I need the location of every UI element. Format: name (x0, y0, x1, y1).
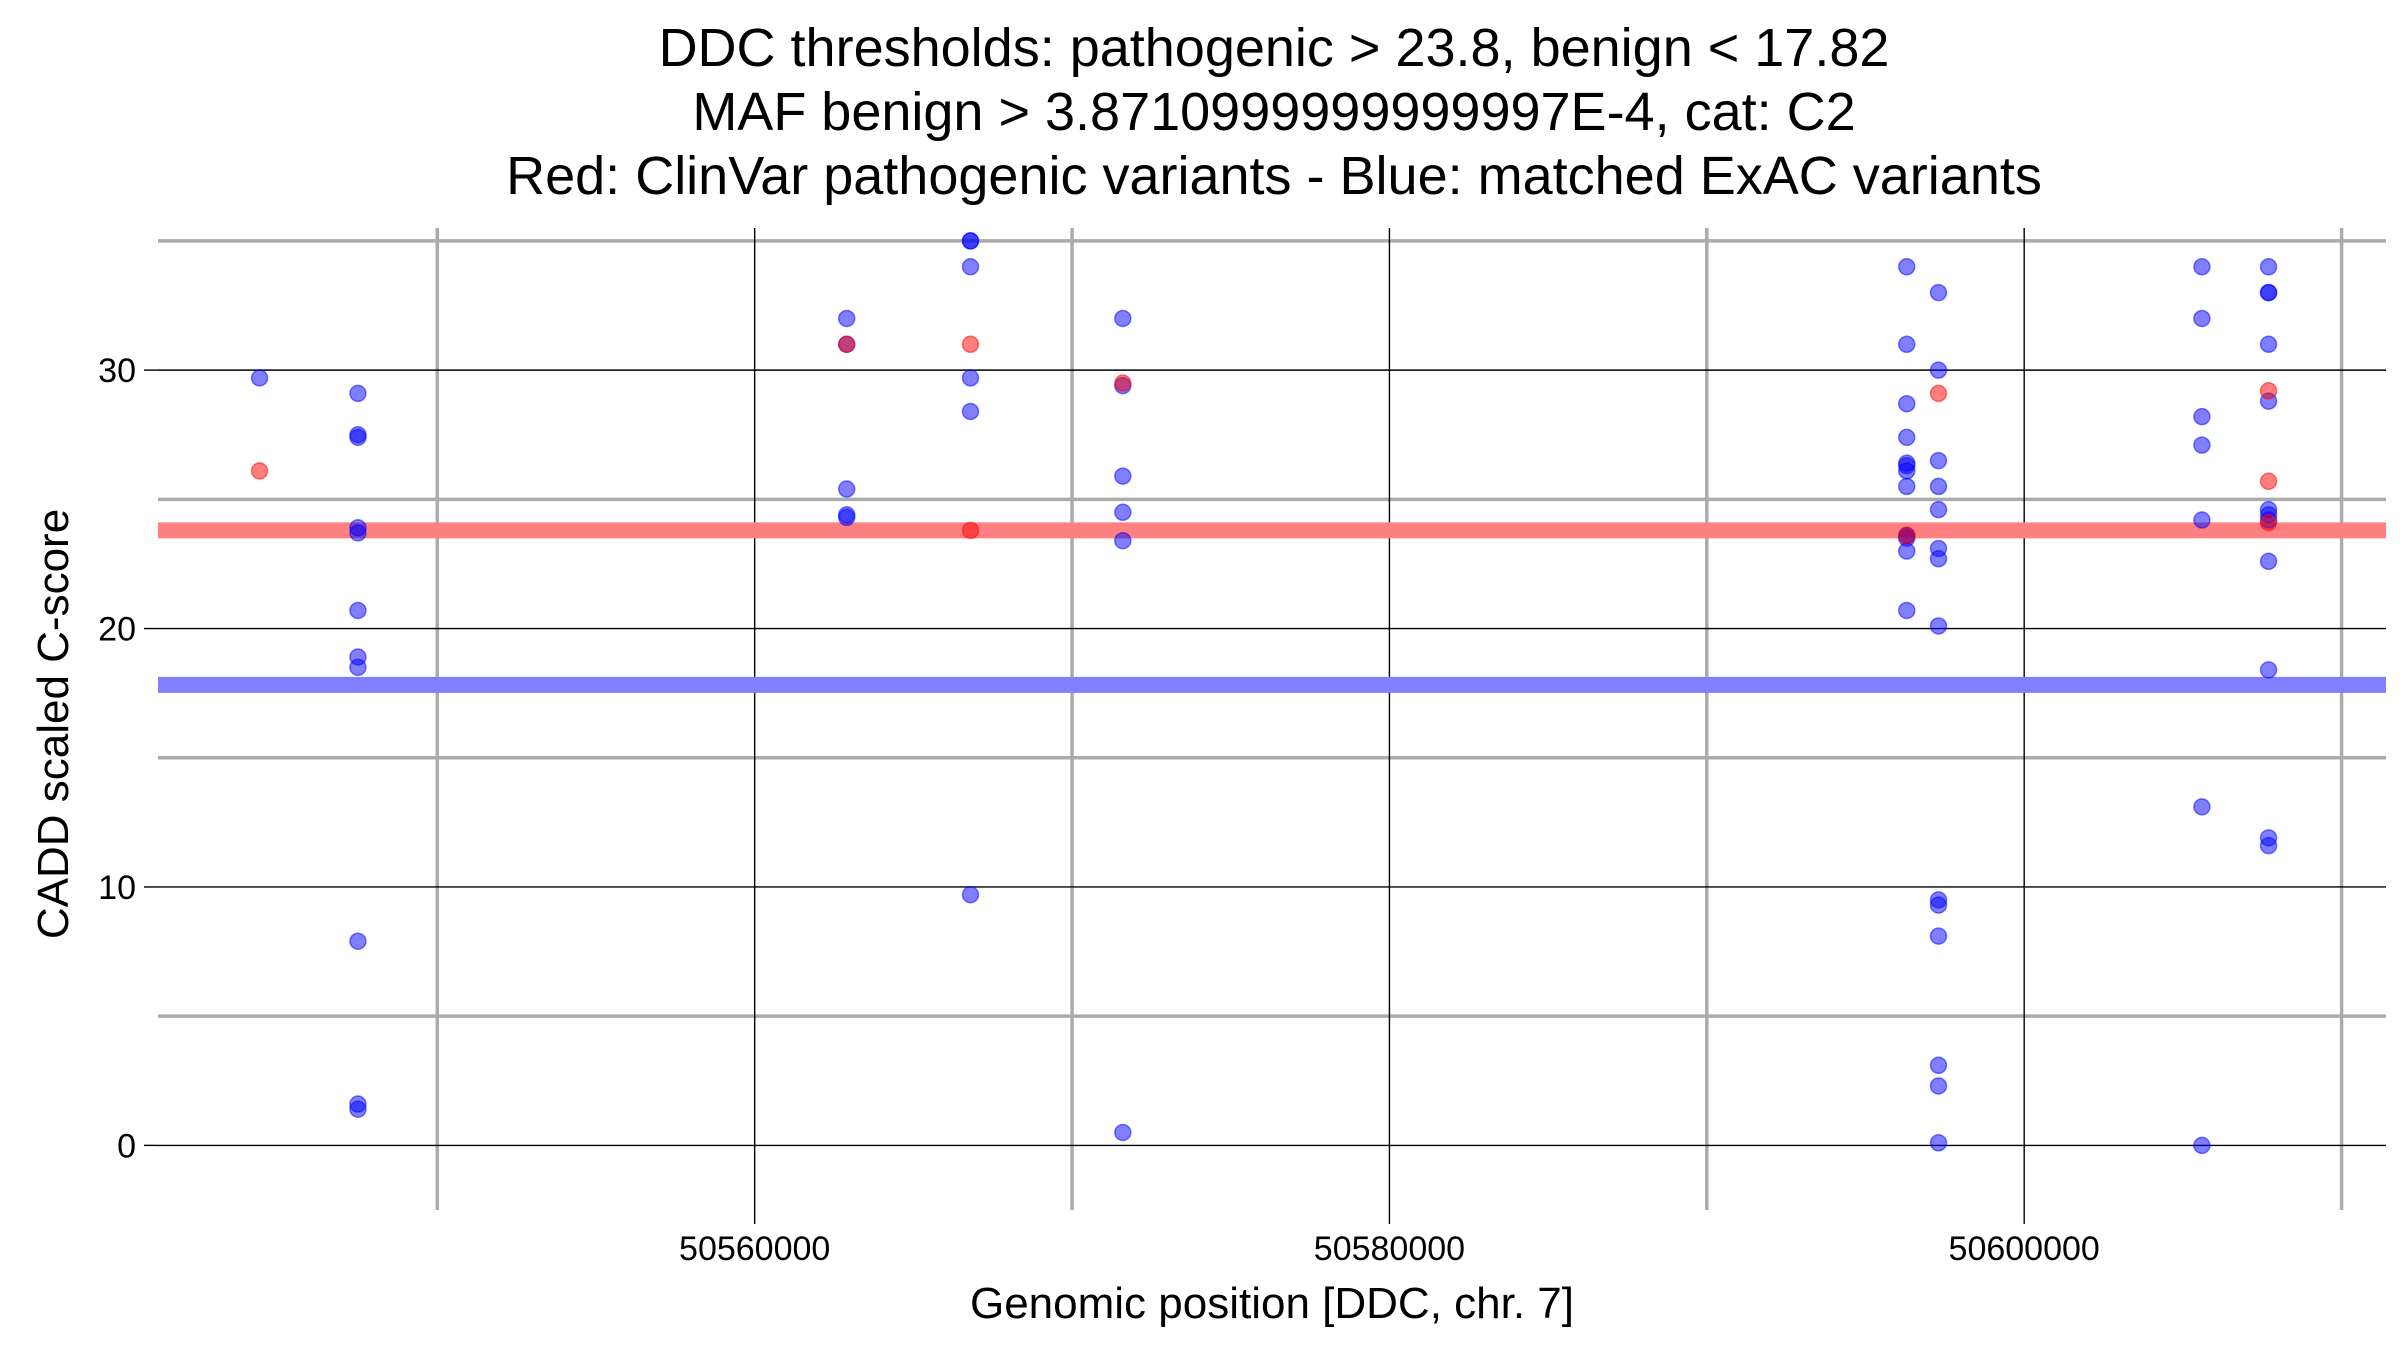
clinvar-variant-point (2259, 472, 2278, 491)
clinvar-variant-point (1898, 526, 1916, 545)
exac-variant-point (1114, 1123, 1132, 1142)
y-tick-label: 10 (98, 869, 136, 907)
exac-variant-point (961, 885, 980, 904)
clinvar-variant-point (961, 335, 980, 354)
exac-variant-point (1898, 477, 1916, 496)
threshold-lines (158, 522, 2386, 693)
exac-variant-point (1929, 500, 1948, 519)
exac-variant-point (1929, 361, 1948, 379)
exac-variant-point (1929, 451, 1948, 470)
exac-variant-point (2193, 798, 2211, 816)
exac-variant-point (2259, 283, 2278, 302)
exac-variant-point (837, 309, 856, 328)
clinvar-variant-point (1114, 374, 1132, 392)
exac-variant-point (837, 508, 856, 527)
x-axis-title: Genomic position [DDC, chr. 7] (970, 1279, 1574, 1328)
exac-variant-point (1898, 258, 1916, 276)
chart-title-line-1: DDC thresholds: pathogenic > 23.8, benig… (659, 18, 1890, 78)
y-axis-title: CADD scaled C-score (29, 509, 78, 939)
exac-variant-point (2193, 407, 2211, 426)
x-tick-label: 50580000 (1314, 1230, 1465, 1268)
clinvar-variant-point (961, 521, 980, 540)
exac-variant-point (349, 428, 367, 447)
exac-variant-point (1898, 428, 1916, 447)
exac-variant-point (1898, 394, 1916, 413)
clinvar-variant-point (1929, 384, 1948, 403)
exac-variant-point (2193, 1136, 2211, 1155)
exac-variant-point (1898, 335, 1916, 354)
exac-variant-point (961, 369, 980, 387)
exac-variant-point (1929, 550, 1948, 568)
exac-variant-point (1898, 462, 1916, 480)
y-tick-label: 0 (117, 1127, 136, 1165)
exac-variant-point (1929, 1056, 1948, 1075)
minor-gridlines (158, 228, 2386, 1210)
exac-variant-point (2259, 335, 2278, 354)
x-axis-ticks: 50560000 50580000 50600000 (679, 1210, 2100, 1268)
exac-variant-point (2193, 511, 2211, 529)
exac-variant-point (349, 384, 367, 403)
exac-variant-point (349, 658, 367, 677)
exac-variant-point (1929, 927, 1948, 945)
exac-variant-point (961, 232, 980, 250)
exac-variant-point (1929, 1134, 1948, 1152)
exac-variant-point (961, 258, 980, 276)
exac-variant-point (1929, 1077, 1948, 1095)
chart-title: DDC thresholds: pathogenic > 23.8, benig… (506, 18, 2042, 206)
exac-variant-point (2193, 258, 2211, 276)
exac-variant-point (1114, 531, 1132, 550)
exac-variant-point (1929, 617, 1948, 635)
y-tick-label: 20 (98, 611, 136, 649)
exac-variant-point (961, 402, 980, 421)
exac-variant-point (1929, 283, 1948, 302)
exac-variant-point (2259, 258, 2278, 276)
exac-variant-point (1114, 309, 1132, 328)
exac-variant-point (349, 524, 367, 542)
clinvar-variant-point (2259, 382, 2278, 400)
data-points (250, 232, 2278, 1155)
clinvar-variant-point (250, 462, 269, 480)
exac-variant-point (349, 932, 367, 950)
exac-variant-point (2193, 436, 2211, 454)
exac-variant-point (2259, 661, 2278, 679)
exac-variant-point (349, 601, 367, 620)
chart-title-line-2: MAF benign > 3.8710999999999997E-4, cat:… (692, 82, 1855, 142)
exac-variant-point (250, 369, 269, 387)
clinvar-variant-point (837, 335, 856, 354)
clinvar-variant-point (2259, 513, 2278, 532)
exac-variant-point (2259, 552, 2278, 571)
y-axis-ticks: 0 10 20 30 (98, 352, 158, 1165)
exac-variant-point (1929, 896, 1948, 914)
exac-variant-point (2193, 309, 2211, 328)
exac-variant-point (1114, 467, 1132, 485)
x-tick-label: 50560000 (679, 1230, 830, 1268)
exac-variant-point (1114, 503, 1132, 522)
exac-variant-point (1929, 477, 1948, 496)
y-tick-label: 30 (98, 352, 136, 390)
exac-variant-point (1898, 542, 1916, 560)
exac-variant-point (1898, 601, 1916, 620)
exac-variant-point (2259, 836, 2278, 855)
major-gridlines (158, 228, 2386, 1210)
x-tick-label: 50600000 (1949, 1230, 2100, 1268)
exac-variant-point (349, 1100, 367, 1118)
chart-title-line-3: Red: ClinVar pathogenic variants - Blue:… (506, 146, 2042, 206)
exac-variant-point (837, 480, 856, 498)
